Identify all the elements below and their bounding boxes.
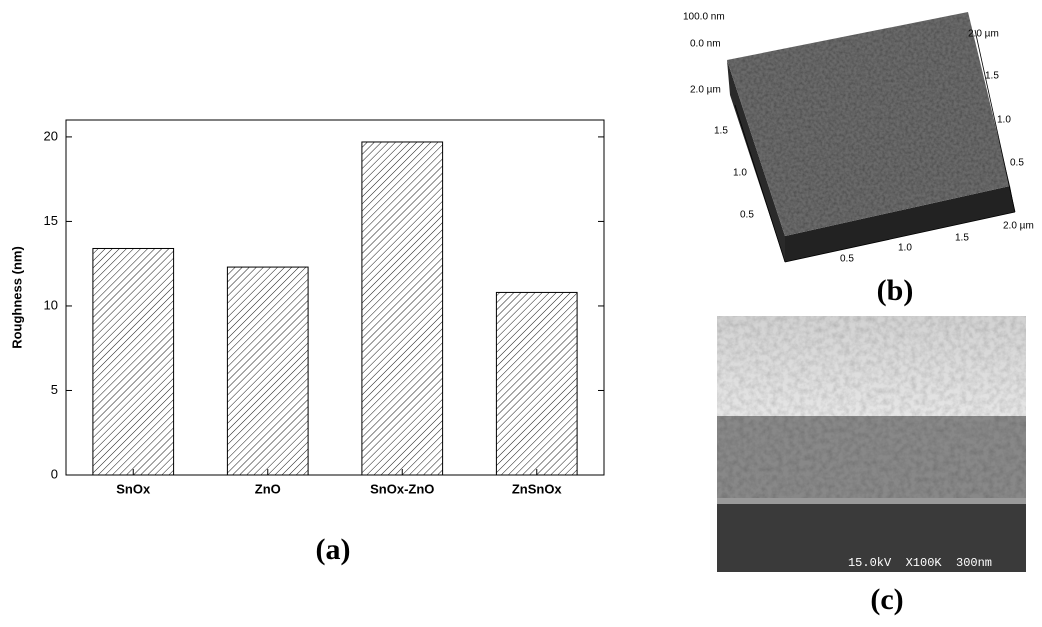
afm-label: 0.5 <box>1010 158 1024 169</box>
x-tick-label: ZnSnOx <box>512 481 563 496</box>
afm-label: 0.5 <box>840 254 854 265</box>
sem-surface <box>717 316 1026 416</box>
afm-label: 1.5 <box>985 71 999 82</box>
bar <box>226 266 309 476</box>
sem-image: 15.0kV X100K 300nm (c) <box>717 316 1026 616</box>
afm-side <box>785 186 1015 262</box>
afm-label: 1.0 <box>997 115 1011 126</box>
afm-label: 1.0 <box>733 168 747 179</box>
afm-label: 2.0 µm <box>1003 221 1034 232</box>
y-tick-label: 15 <box>44 213 58 228</box>
plot-frame <box>65 119 605 476</box>
afm-image: 100.0 nm 0.0 nm 2.0 µm 1.5 1.0 0.5 0.5 1… <box>683 12 1034 307</box>
panel-label: (a) <box>316 533 351 566</box>
afm-axis <box>734 104 786 263</box>
bar-chart: (a) 0 5 10 15 20 Roughness (nm) SnOx ZnO SnOx-Zn… <box>9 119 605 566</box>
afm-axis <box>974 29 1016 213</box>
panel-label: (b) <box>877 274 914 307</box>
sem-interface <box>717 498 1026 504</box>
y-tick-label: 10 <box>44 297 58 312</box>
y-axis-label: Roughness (nm) <box>9 246 24 349</box>
afm-label: 1.5 <box>714 126 728 137</box>
afm-label: 1.5 <box>955 233 969 244</box>
y-tick-label: 5 <box>51 382 58 397</box>
bar <box>495 291 578 476</box>
afm-label: 0.5 <box>740 210 754 221</box>
afm-label: 0.0 nm <box>690 39 721 50</box>
x-tick-label: ZnO <box>255 481 281 496</box>
afm-label: 100.0 nm <box>683 12 725 23</box>
afm-label: 2.0 µm <box>968 29 999 40</box>
afm-label: 1.0 <box>898 243 912 254</box>
y-tick-label: 20 <box>44 128 58 143</box>
afm-surface <box>727 12 1010 236</box>
afm-label: 2.0 µm <box>690 85 721 96</box>
bar <box>361 141 444 476</box>
x-tick-label: SnOx <box>116 481 151 496</box>
sem-info: 15.0kV X100K 300nm <box>848 556 992 570</box>
bar <box>92 247 175 476</box>
x-tick-label: SnOx-ZnO <box>370 481 434 496</box>
sem-film <box>717 416 1026 500</box>
panel-label: (c) <box>870 583 903 616</box>
y-tick-label: 0 <box>51 466 58 481</box>
afm-axis <box>784 211 1016 263</box>
afm-side <box>727 60 785 262</box>
